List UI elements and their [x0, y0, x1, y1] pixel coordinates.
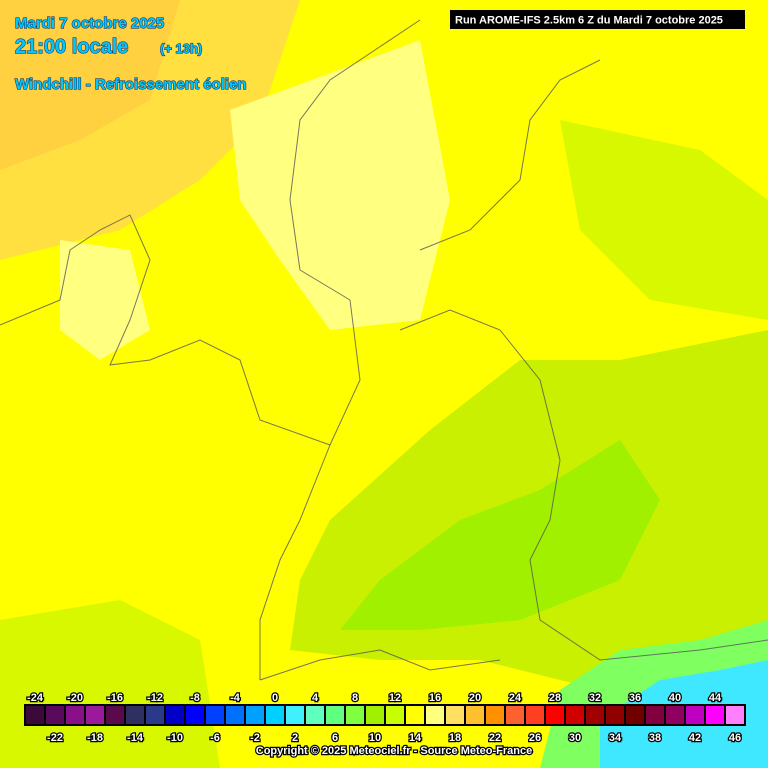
legend-swatch [126, 706, 144, 724]
legend-frame [24, 704, 746, 726]
legend-label: 22 [489, 732, 501, 744]
legend-swatch [606, 706, 624, 724]
legend-swatch [706, 706, 724, 724]
time: 21:00 locale [15, 36, 128, 58]
mild-area [60, 240, 150, 360]
legend-swatch [726, 706, 744, 724]
parameter: Windchill - Refroissement éolien [15, 76, 247, 93]
legend-swatch [686, 706, 704, 724]
legend-label: -8 [190, 692, 200, 704]
legend-label: -2 [250, 732, 260, 744]
legend-label: 26 [529, 732, 541, 744]
legend-swatch [346, 706, 364, 724]
legend-label: -4 [230, 692, 241, 704]
legend-label: 46 [729, 732, 741, 744]
lead: (+ 13h) [160, 41, 202, 56]
border [259, 649, 501, 681]
legend-swatch [286, 706, 304, 724]
legend-swatch [406, 706, 424, 724]
legend-label: -16 [107, 692, 123, 704]
legend-swatch [146, 706, 164, 724]
legend-swatch [86, 706, 104, 724]
legend-swatch [386, 706, 404, 724]
legend-swatch [366, 706, 384, 724]
legend-swatch [466, 706, 484, 724]
legend-label: -24 [27, 692, 44, 704]
legend-swatch [226, 706, 244, 724]
legend-label: 2 [292, 732, 298, 744]
legend-swatch [546, 706, 564, 724]
legend-label: -12 [147, 692, 163, 704]
legend-label: 38 [649, 732, 661, 744]
legend-label: 40 [669, 692, 681, 704]
legend-swatch [266, 706, 284, 724]
legend-label: 44 [709, 692, 722, 704]
legend-label: 10 [369, 732, 381, 744]
legend-label: 16 [429, 692, 441, 704]
legend-swatch [26, 706, 44, 724]
legend-swatch [66, 706, 84, 724]
cold-area [340, 440, 660, 630]
legend-label: 42 [689, 732, 701, 744]
run: Run AROME-IFS 2.5km 6 Z du Mardi 7 octob… [455, 15, 723, 27]
border [419, 59, 601, 251]
legend-swatch [666, 706, 684, 724]
border [259, 444, 331, 680]
legend-swatch [326, 706, 344, 724]
legend-label: 36 [629, 692, 641, 704]
legend-swatch [306, 706, 324, 724]
legend-swatch [246, 706, 264, 724]
legend-label: -20 [67, 692, 83, 704]
legend-label: 14 [409, 732, 422, 744]
legend-label: 32 [589, 692, 601, 704]
legend-label: 6 [332, 732, 338, 744]
legend-swatch [166, 706, 184, 724]
legend-label: -6 [210, 732, 220, 744]
legend-swatch [526, 706, 544, 724]
copyright: Copyright © 2025 Meteociel.fr - Source M… [256, 745, 532, 757]
legend-label: 18 [449, 732, 461, 744]
legend-label: 20 [469, 692, 481, 704]
legend-swatch [186, 706, 204, 724]
legend-label: 4 [312, 692, 319, 704]
legend-swatch [646, 706, 664, 724]
legend-swatch [566, 706, 584, 724]
mild-area [230, 40, 450, 330]
legend-swatch [206, 706, 224, 724]
legend-swatch [46, 706, 64, 724]
legend-label: -14 [127, 732, 144, 744]
legend-swatch [446, 706, 464, 724]
legend-label: 28 [549, 692, 561, 704]
legend-label: -22 [47, 732, 63, 744]
date: Mardi 7 octobre 2025 [15, 15, 164, 32]
cool-area [560, 120, 768, 320]
legend-label: 12 [389, 692, 401, 704]
border [0, 19, 421, 446]
legend-swatch [426, 706, 444, 724]
warm-area [0, 0, 180, 170]
legend-swatch [626, 706, 644, 724]
legend-label: 34 [609, 732, 622, 744]
legend: -24-22-20-18-16-14-12-10-8-6-4-202468101… [24, 691, 746, 745]
legend-label: 24 [509, 692, 522, 704]
legend-swatch [486, 706, 504, 724]
legend-label: -10 [167, 732, 183, 744]
legend-swatch [586, 706, 604, 724]
legend-label: -18 [87, 732, 103, 744]
legend-swatch [506, 706, 524, 724]
legend-swatch [106, 706, 124, 724]
run-box [450, 10, 745, 29]
legend-label: 30 [569, 732, 581, 744]
border [399, 309, 768, 661]
legend-label: 8 [352, 692, 358, 704]
legend-label: 0 [272, 692, 278, 704]
